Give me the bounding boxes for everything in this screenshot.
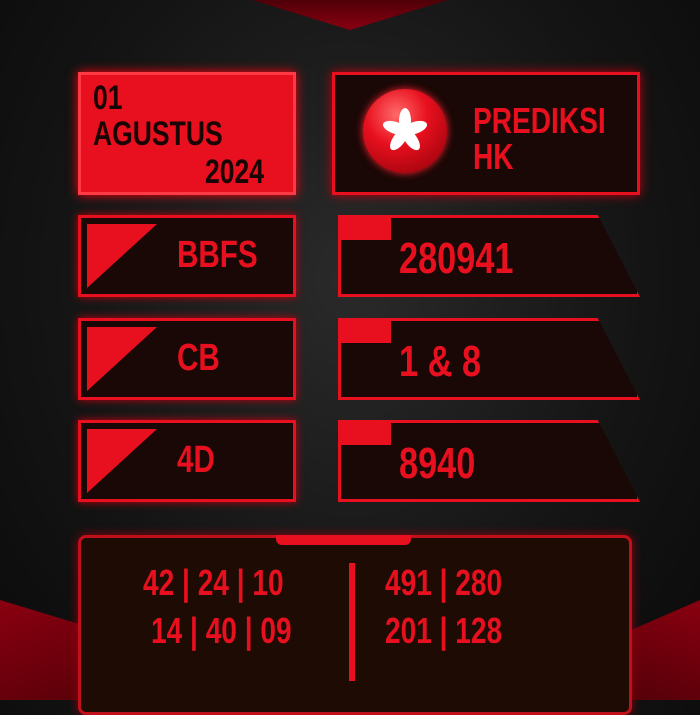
right-line-2: 201 | 128 <box>385 610 503 651</box>
label-cb: CB <box>78 318 296 400</box>
prediction-title-box: PREDIKSI HK <box>332 72 640 195</box>
label-text: BBFS <box>177 234 258 276</box>
value-cb: 1 & 8 <box>338 318 640 400</box>
left-line-2: 14 | 40 | 09 <box>151 610 292 651</box>
title-line2: HK <box>473 136 514 177</box>
value-text: 8940 <box>399 439 476 488</box>
numbers-panel: 42 | 24 | 10 14 | 40 | 09 491 | 280 201 … <box>78 535 632 715</box>
title-line1: PREDIKSI <box>473 100 606 141</box>
date-year: 2024 <box>205 153 264 191</box>
date-day: 01 <box>93 79 123 117</box>
top-chevron-decoration <box>220 0 480 30</box>
hong-kong-flag-icon <box>363 89 447 173</box>
label-text: CB <box>177 337 220 379</box>
label-4d: 4D <box>78 420 296 502</box>
label-bbfs: BBFS <box>78 215 296 297</box>
value-4d: 8940 <box>338 420 640 502</box>
label-text: 4D <box>177 439 215 481</box>
value-text: 280941 <box>399 234 514 283</box>
date-box: 01 AGUSTUS 2024 <box>78 72 296 195</box>
value-text: 1 & 8 <box>399 337 482 386</box>
divider <box>349 563 355 681</box>
left-line-1: 42 | 24 | 10 <box>143 562 284 603</box>
value-bbfs: 280941 <box>338 215 640 297</box>
right-line-1: 491 | 280 <box>385 562 503 603</box>
date-month: AGUSTUS <box>93 115 223 153</box>
